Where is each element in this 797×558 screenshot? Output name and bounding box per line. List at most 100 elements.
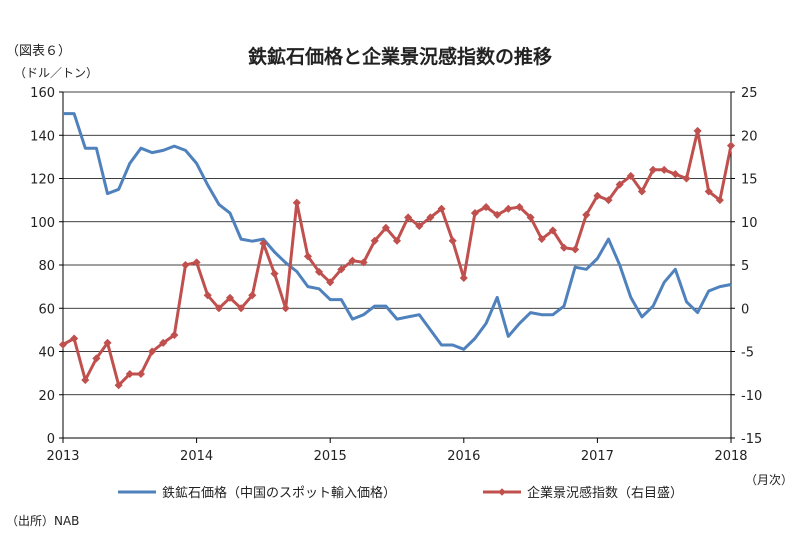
left-tick-label: 160 <box>30 86 55 101</box>
series-line-2 <box>62 129 733 387</box>
legend: 鉄鉱石価格（中国のスポット輸入価格） 企業景況感指数（右目盛） <box>118 485 683 501</box>
series-point-2 <box>426 213 435 222</box>
x-tick-label: 2015 <box>314 449 347 464</box>
series-line-1 <box>63 112 732 351</box>
series-point-2 <box>103 338 112 348</box>
legend-marker-2 <box>498 488 506 496</box>
x-tick-label: 2016 <box>447 449 480 464</box>
series-point-2 <box>437 204 446 213</box>
series-point-2 <box>448 236 457 245</box>
series-point-2 <box>726 141 736 150</box>
right-tick-label: 25 <box>741 86 758 101</box>
series-point-2 <box>203 291 212 300</box>
right-tick-label: 15 <box>741 173 758 188</box>
series-point-2 <box>715 195 725 205</box>
axes: 0 20 40 60 80 100 120 140 160 -15 -10 -5 0 5 10 15 20 25 2… <box>30 86 762 464</box>
left-tick-label: 40 <box>38 346 55 361</box>
series-point-2 <box>459 273 468 283</box>
series-point-2 <box>225 293 235 303</box>
right-tick-label: 0 <box>741 302 749 317</box>
series-point-2 <box>604 195 613 205</box>
series-point-2 <box>593 191 602 200</box>
left-tick-label: 100 <box>30 216 55 231</box>
series-point-2 <box>626 171 635 181</box>
series-point-2 <box>125 369 134 379</box>
series-point-2 <box>559 243 569 252</box>
series-point-2 <box>637 187 647 196</box>
x-tick-label: 2018 <box>714 449 747 464</box>
right-tick-label: -10 <box>741 389 762 404</box>
left-tick-label: 120 <box>30 173 55 188</box>
series-point-2 <box>292 198 301 207</box>
series-point-2 <box>69 334 79 343</box>
gridlines <box>63 91 731 396</box>
right-tick-label: 20 <box>741 129 758 144</box>
series-point-2 <box>648 165 658 175</box>
source-note: （出所）NAB <box>6 514 79 528</box>
series-point-2 <box>58 340 68 349</box>
series-point-2 <box>582 210 591 219</box>
series-point-2 <box>693 126 702 136</box>
right-tick-label: 10 <box>741 216 758 231</box>
left-tick-label: 20 <box>38 389 55 404</box>
left-tick-label: 60 <box>38 302 55 317</box>
series-point-2 <box>671 170 680 179</box>
series-point-2 <box>81 375 90 385</box>
series-point-2 <box>682 174 691 183</box>
chart-title: 鉄鉱石価格と企業景況感指数の推移 <box>248 45 552 68</box>
series-point-2 <box>392 236 402 245</box>
legend-label-2: 企業景況感指数（右目盛） <box>527 485 683 501</box>
left-tick-label: 0 <box>47 432 55 447</box>
x-tick-label: 2017 <box>581 449 614 464</box>
series-point-2 <box>415 221 424 231</box>
series-point-2 <box>114 381 123 390</box>
series-point-2 <box>236 304 246 313</box>
series-point-2 <box>314 267 324 277</box>
series-point-2 <box>270 269 279 278</box>
series-point-2 <box>248 291 257 300</box>
series-point-2 <box>281 304 290 313</box>
series-point-2 <box>214 304 224 313</box>
series-point-2 <box>303 252 313 261</box>
legend-label-1: 鉄鉱石価格（中国のスポット輸入価格） <box>162 485 396 501</box>
series-point-2 <box>337 265 346 274</box>
x-axis-unit-label: （月次） <box>745 473 793 487</box>
series-point-2 <box>381 223 391 232</box>
series-plot <box>58 112 736 390</box>
x-tick-label: 2013 <box>46 449 79 464</box>
series-point-2 <box>326 278 335 287</box>
right-tick-label: -5 <box>741 346 754 361</box>
series-point-2 <box>515 202 524 212</box>
series-point-2 <box>704 187 713 196</box>
series-point-2 <box>493 210 502 219</box>
series-point-2 <box>660 165 669 175</box>
series-point-2 <box>136 369 146 379</box>
series-point-2 <box>615 180 624 189</box>
series-point-2 <box>370 236 379 245</box>
series-point-2 <box>192 258 201 267</box>
left-axis-unit-label: （ドル／トン） <box>14 66 98 80</box>
series-point-2 <box>548 226 558 235</box>
series-point-2 <box>537 234 546 244</box>
series-point-2 <box>170 330 179 340</box>
x-tick-label: 2014 <box>180 449 213 464</box>
series-point-2 <box>403 213 413 222</box>
right-tick-label: 5 <box>741 259 749 274</box>
series-point-2 <box>481 202 491 212</box>
left-tick-label: 80 <box>38 259 55 274</box>
series-point-2 <box>181 260 190 270</box>
figure-label: （図表６） <box>6 44 71 59</box>
right-tick-label: -15 <box>741 432 762 447</box>
series-point-2 <box>159 338 168 348</box>
series-point-2 <box>526 213 535 222</box>
series-point-2 <box>470 208 480 218</box>
series-point-2 <box>259 239 268 248</box>
series-point-2 <box>348 256 357 265</box>
series-point-2 <box>570 245 580 254</box>
series-point-2 <box>359 258 368 267</box>
series-point-2 <box>147 347 157 356</box>
series-point-2 <box>504 204 513 213</box>
series-point-2 <box>92 354 101 363</box>
